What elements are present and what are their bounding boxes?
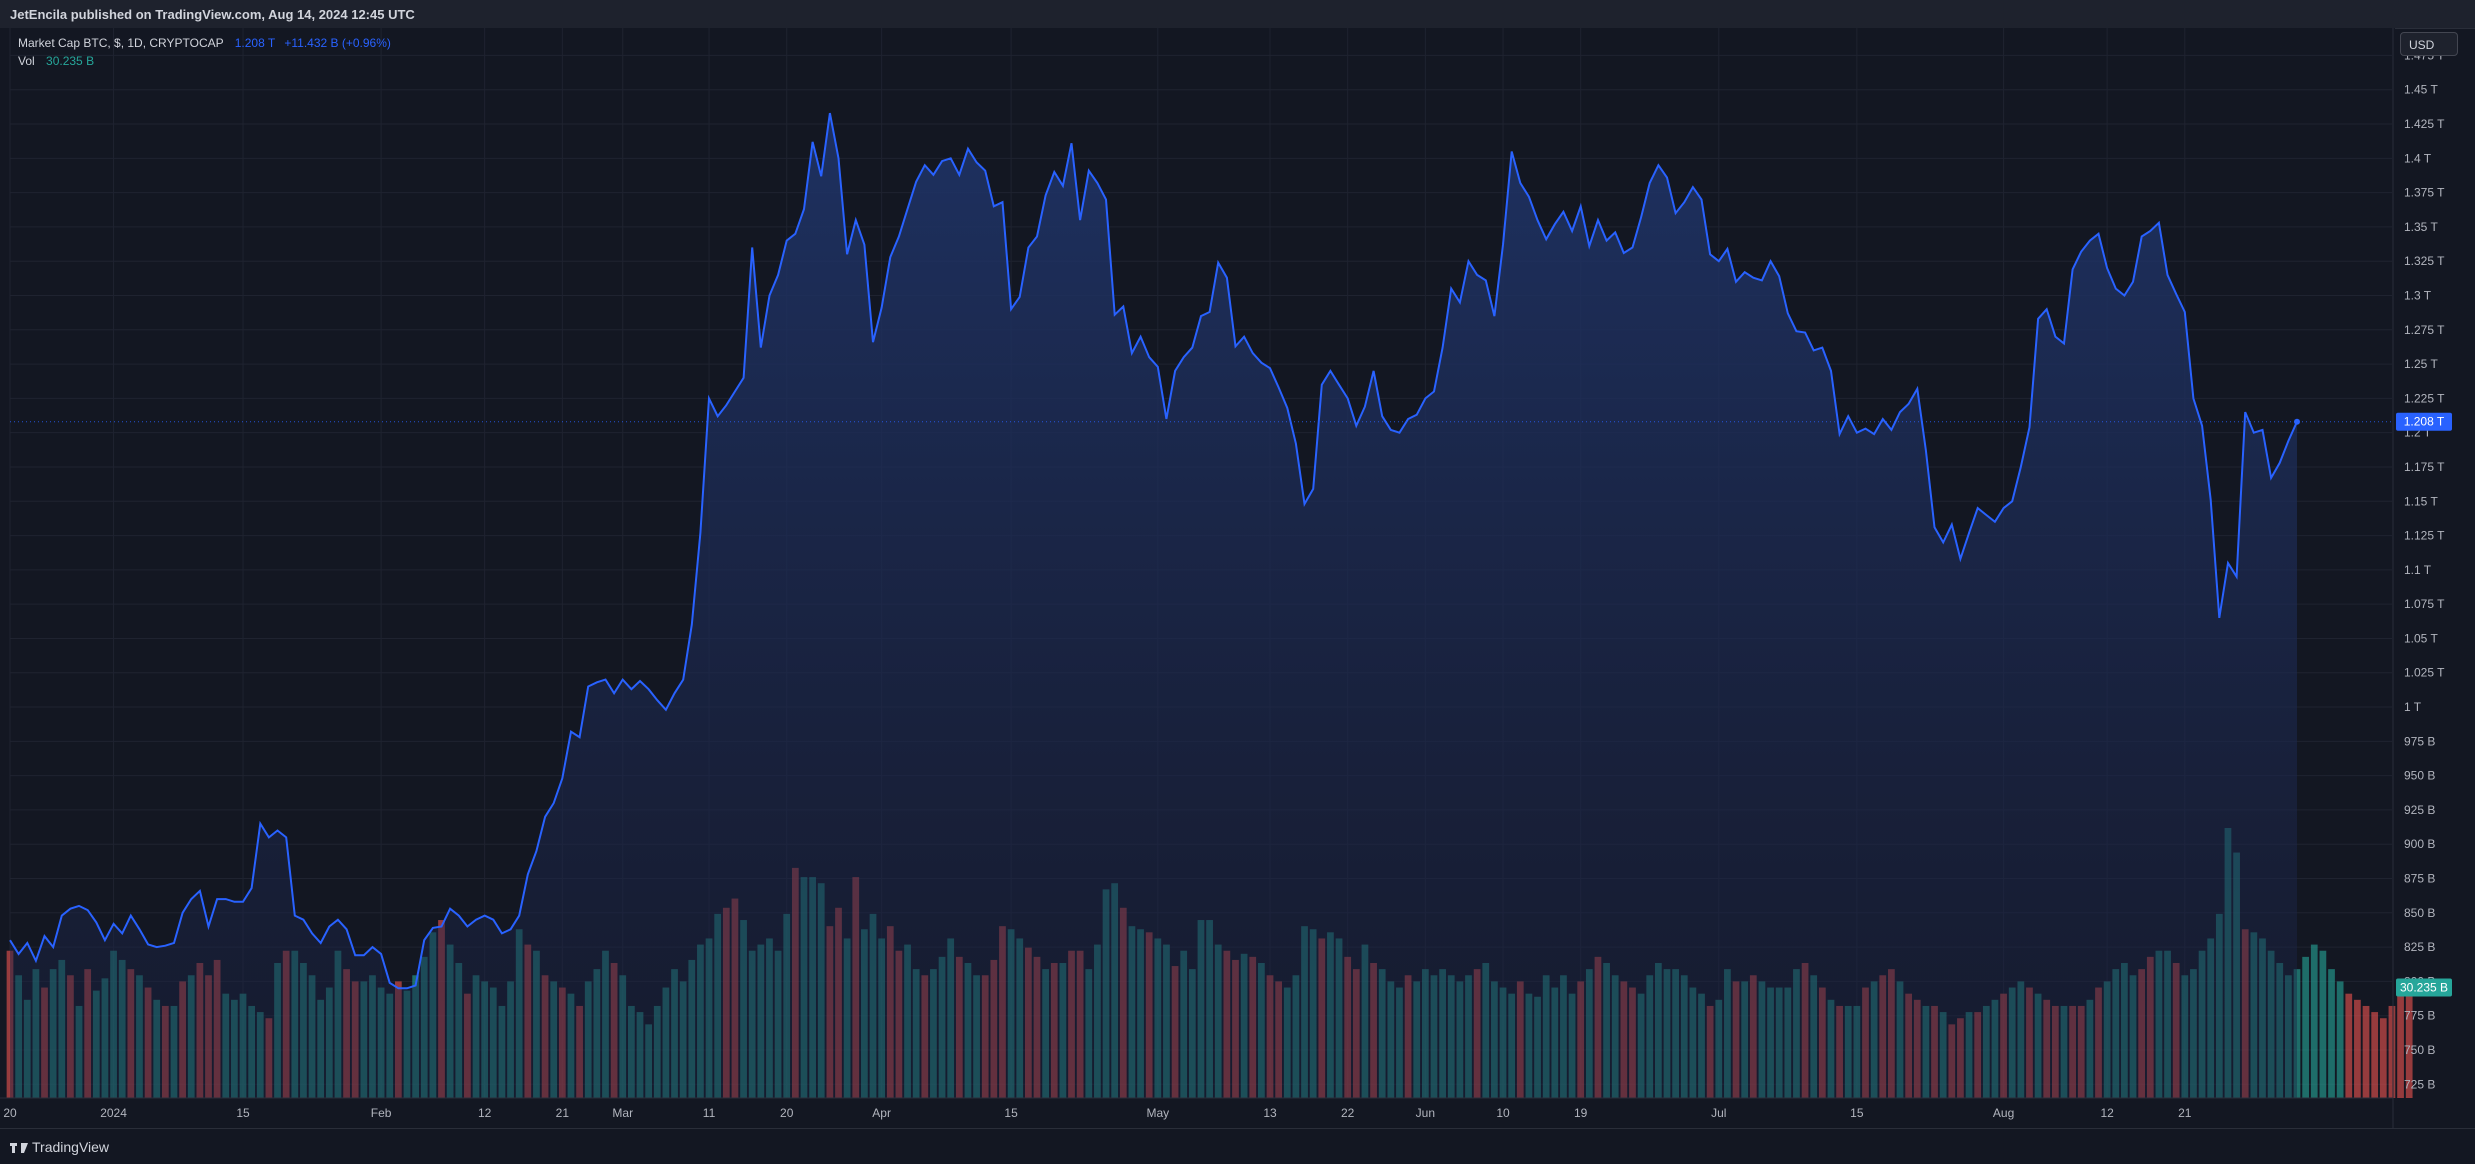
price-tick-label: 1.125 T xyxy=(2404,529,2445,543)
time-tick-label: May xyxy=(1146,1106,1169,1120)
tradingview-logo-icon xyxy=(10,1139,28,1154)
last-price-badge: 1.208 T xyxy=(2404,415,2445,429)
legend-volume-label[interactable]: Vol xyxy=(18,54,35,68)
price-tick-label: 1.375 T xyxy=(2404,186,2445,200)
legend-volume-row: Vol 30.235 B xyxy=(18,52,391,70)
time-tick-label: 10 xyxy=(1496,1106,1510,1120)
price-tick-label: 975 B xyxy=(2404,734,2435,748)
price-area-fill xyxy=(10,113,2297,1099)
price-tick-label: 900 B xyxy=(2404,837,2435,851)
price-tick-label: 1.025 T xyxy=(2404,666,2445,680)
volume-bar xyxy=(2362,1005,2370,1098)
volume-bar xyxy=(2354,999,2361,1098)
volume-bar xyxy=(2371,1012,2379,1098)
legend-volume-value: 30.235 B xyxy=(46,54,95,68)
time-tick-label: Mar xyxy=(612,1106,633,1120)
price-tick-label: 1.425 T xyxy=(2404,117,2445,131)
time-tick-label: 12 xyxy=(2100,1106,2114,1120)
price-tick-label: 875 B xyxy=(2404,872,2435,886)
volume-bar xyxy=(2405,987,2413,1098)
published-text: JetEncila published on TradingView.com, … xyxy=(10,7,415,22)
footer: TradingView xyxy=(0,1128,2475,1164)
legend-symbol[interactable]: Market Cap BTC, $, 1D, CRYPTOCAP xyxy=(18,36,224,50)
published-bar: JetEncila published on TradingView.com, … xyxy=(0,0,2475,29)
time-tick-label: 11 xyxy=(703,1106,716,1120)
time-tick-label: 19 xyxy=(1574,1106,1588,1120)
price-tick-label: 1.25 T xyxy=(2404,357,2438,371)
price-tick-label: 1.45 T xyxy=(2404,83,2438,97)
legend-main-row: Market Cap BTC, $, 1D, CRYPTOCAP 1.208 T… xyxy=(18,34,391,52)
axis-badges: 1.208 T 30.235 B xyxy=(2396,412,2452,997)
time-tick-label: 15 xyxy=(1004,1106,1018,1120)
chart-legend: Market Cap BTC, $, 1D, CRYPTOCAP 1.208 T… xyxy=(18,34,391,70)
price-tick-label: 825 B xyxy=(2404,940,2435,954)
last-price-badge-bg xyxy=(2396,412,2452,431)
volume-bar xyxy=(2319,950,2327,1098)
price-tick-label: 850 B xyxy=(2404,906,2435,920)
time-tick-label: Feb xyxy=(371,1106,392,1120)
price-tick-label: 1.1 T xyxy=(2404,563,2432,577)
time-tick-label: 15 xyxy=(1850,1106,1864,1120)
volume-bar xyxy=(2379,1018,2387,1098)
volume-bar xyxy=(2388,1005,2396,1098)
price-tick-label: 775 B xyxy=(2404,1009,2435,1023)
price-tick-label: 750 B xyxy=(2404,1043,2435,1057)
price-tick-label: 1.275 T xyxy=(2404,323,2445,337)
time-tick-label: 12 xyxy=(478,1106,492,1120)
time-tick-label: 13 xyxy=(1263,1106,1277,1120)
volume-bar xyxy=(2302,956,2309,1098)
time-tick-label: 15 xyxy=(236,1106,250,1120)
time-tick-label: 22 xyxy=(1341,1106,1355,1120)
price-tick-label: 1.4 T xyxy=(2404,151,2432,165)
price-line xyxy=(9,112,2298,990)
time-tick-label: Apr xyxy=(872,1106,891,1120)
volume-badge: 30.235 B xyxy=(2400,981,2448,995)
time-tick-label: Jul xyxy=(1711,1106,1726,1120)
volume-bar xyxy=(2336,981,2344,1098)
price-tick-label: 1.3 T xyxy=(2404,289,2432,303)
price-area xyxy=(9,112,2392,1099)
price-tick-label: 1.225 T xyxy=(2404,391,2445,405)
volume-bar xyxy=(2328,969,2335,1098)
time-tick-label: 20 xyxy=(780,1106,794,1120)
last-price-dot xyxy=(2294,418,2300,425)
time-tick-label: 2024 xyxy=(100,1106,127,1120)
time-tick-label: 21 xyxy=(2178,1106,2192,1120)
volume-badge-bg xyxy=(2396,978,2452,997)
price-tick-label: 1.35 T xyxy=(2404,220,2438,234)
currency-button[interactable]: USD xyxy=(2400,32,2458,56)
time-tick-label: 20 xyxy=(3,1106,17,1120)
price-tick-label: 1 T xyxy=(2404,700,2422,714)
price-tick-label: 950 B xyxy=(2404,769,2435,783)
time-tick-label: 21 xyxy=(556,1106,570,1120)
volume-bar xyxy=(2310,944,2318,1098)
legend-last-value: 1.208 T xyxy=(234,36,276,50)
price-tick-label: 725 B xyxy=(2404,1077,2435,1091)
price-axis[interactable]: 1.475 T1.45 T1.425 T1.4 T1.375 T1.35 T1.… xyxy=(2392,28,2445,1128)
volume-bar xyxy=(2397,993,2404,1098)
time-tick-label: Jun xyxy=(1416,1106,1435,1120)
price-tick-label: 1.05 T xyxy=(2404,631,2438,645)
price-tick-label: 1.075 T xyxy=(2404,597,2445,611)
price-tick-label: 925 B xyxy=(2404,803,2435,817)
chart-svg[interactable]: 1.475 T1.45 T1.425 T1.4 T1.375 T1.35 T1.… xyxy=(0,28,2475,1128)
legend-change: +11.432 B (+0.96%) xyxy=(284,36,391,50)
time-tick-label: Aug xyxy=(1993,1106,2014,1120)
chart-area[interactable]: 1.475 T1.45 T1.425 T1.4 T1.375 T1.35 T1.… xyxy=(0,28,2475,1128)
price-tick-label: 1.175 T xyxy=(2404,460,2445,474)
time-axis[interactable]: 20 2024 15 Feb 12 21 Mar 11 20 Apr 15 May 13 22 Jun 10 1… xyxy=(0,1097,2393,1120)
volume-bar xyxy=(2345,993,2353,1098)
tradingview-logo[interactable]: TradingView xyxy=(10,1139,109,1155)
price-tick-label: 1.15 T xyxy=(2404,494,2438,508)
tradingview-brand-text: TradingView xyxy=(32,1139,110,1155)
price-tick-label: 1.325 T xyxy=(2404,254,2445,268)
